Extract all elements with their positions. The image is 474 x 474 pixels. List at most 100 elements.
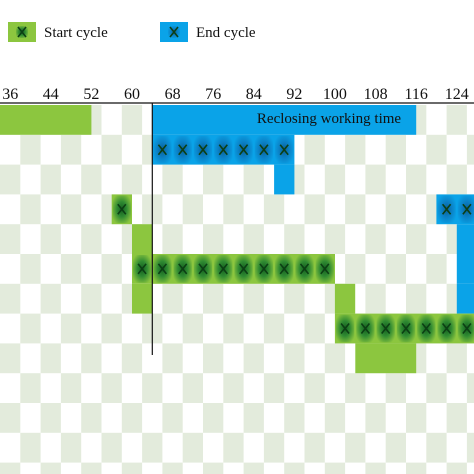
checker-cell: [223, 313, 244, 344]
checker-cell: [81, 462, 102, 474]
checker-cell: [20, 432, 41, 463]
checker-cell: [203, 224, 224, 254]
checker-cell: [162, 224, 183, 254]
checker-cell: [223, 432, 244, 463]
x-tick-labels: 36 44 52 60 68 76 84 92 100 108 116 124: [2, 86, 469, 103]
checker-cell: [243, 403, 264, 433]
x-tick-label: 52: [83, 86, 99, 103]
end-cycle-block: [152, 105, 417, 135]
checker-cell: [365, 164, 386, 195]
cell-marker-cross: [238, 263, 249, 275]
start-cycle-bar: [334, 283, 356, 314]
checker-cell: [0, 343, 21, 374]
checker-cell: [426, 373, 447, 403]
checker-cell: [345, 254, 366, 284]
cycle-blocks: [0, 105, 474, 374]
cell-marker-cross: [462, 203, 472, 215]
checker-cell: [60, 134, 82, 165]
checker-cell: [60, 313, 82, 344]
end-cycle-bar: [456, 254, 474, 284]
x-tick-label: 100: [323, 86, 347, 103]
checker-cell: [0, 224, 21, 254]
checker-cell: [365, 283, 386, 314]
checker-cell: [121, 462, 143, 474]
cell-marker-cross: [279, 263, 289, 275]
checker-cell: [162, 462, 183, 474]
legend-label: Start cycle: [44, 25, 108, 41]
cell-marker-cross: [137, 263, 147, 275]
checker-cell: [243, 283, 264, 314]
end-cycle-block: [152, 134, 295, 165]
cell-marker-cross: [340, 323, 350, 334]
cell-marker-cross: [17, 26, 27, 38]
legend-item: Start cycle: [8, 22, 108, 42]
checker-cell: [0, 164, 21, 195]
checker-cell: [365, 462, 386, 474]
cell-marker-cross: [441, 203, 452, 215]
checker-cell: [101, 432, 122, 463]
checker-cell: [101, 373, 122, 403]
checker-cell: [60, 432, 82, 463]
checker-cell: [40, 343, 61, 374]
checker-cell: [263, 432, 285, 463]
checker-cell: [284, 343, 305, 374]
checker-cell: [81, 403, 102, 433]
checker-cell: [426, 254, 447, 284]
checker-cell: [345, 194, 366, 225]
checker-cell: [243, 224, 264, 254]
checker-cell: [345, 432, 366, 463]
checker-cell: [345, 134, 366, 165]
cell-marker-cross: [218, 144, 228, 156]
checker-cell: [466, 432, 474, 463]
cell-marker-cross: [299, 263, 310, 275]
checker-cell: [304, 194, 325, 225]
checker-cell: [243, 164, 264, 195]
checker-cell: [406, 403, 427, 433]
checker-cell: [243, 343, 264, 374]
checker-cell: [182, 194, 203, 225]
checker-cell: [324, 164, 346, 195]
end-cycle-block: [456, 283, 474, 314]
checker-cell: [182, 313, 203, 344]
checker-cell: [40, 403, 61, 433]
checker-cell: [284, 403, 305, 433]
cell-marker-cross: [259, 144, 269, 156]
checker-cell: [142, 373, 163, 403]
cell-marker-cross: [259, 263, 269, 275]
x-tick-label: 108: [364, 86, 388, 103]
legend-item: End cycle: [160, 22, 256, 42]
checker-cell: [324, 462, 346, 474]
checker-cell: [284, 462, 305, 474]
checker-cell: [385, 432, 406, 463]
start-cycle-block: [0, 105, 92, 135]
checker-cell: [263, 373, 285, 403]
cell-marker-cross: [157, 144, 168, 156]
cell-marker-cross: [218, 263, 228, 275]
cell-marker-cross: [401, 323, 411, 334]
cell-marker-cross: [360, 323, 371, 334]
checker-cell: [466, 134, 474, 165]
checker-cell: [0, 403, 21, 433]
checker-cell: [182, 432, 203, 463]
cell-marker: [457, 314, 474, 343]
checker-cell: [304, 373, 325, 403]
checker-cell: [406, 224, 427, 254]
cell-marker-cross: [462, 323, 472, 334]
checker-cell: [284, 283, 305, 314]
x-tick-label: 36: [2, 86, 18, 103]
end-cycle-bar: [152, 105, 417, 135]
checker-cell: [446, 462, 467, 474]
checker-cell: [365, 224, 386, 254]
start-cycle-block: [355, 343, 417, 374]
checker-cell: [203, 343, 224, 374]
cell-marker: [457, 195, 474, 224]
checker-cell: [284, 224, 305, 254]
checker-cell: [81, 164, 102, 195]
x-tick-label: 76: [205, 86, 221, 103]
cell-marker-cross: [178, 144, 188, 156]
start-cycle-block: [132, 254, 335, 284]
cell-marker-cross: [157, 263, 168, 275]
start-cycle-block: [132, 283, 153, 314]
checker-cell: [60, 194, 82, 225]
